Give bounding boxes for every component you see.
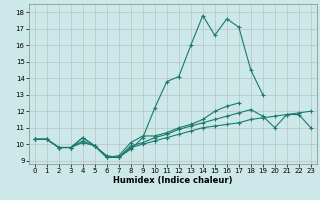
X-axis label: Humidex (Indice chaleur): Humidex (Indice chaleur) bbox=[113, 176, 233, 185]
